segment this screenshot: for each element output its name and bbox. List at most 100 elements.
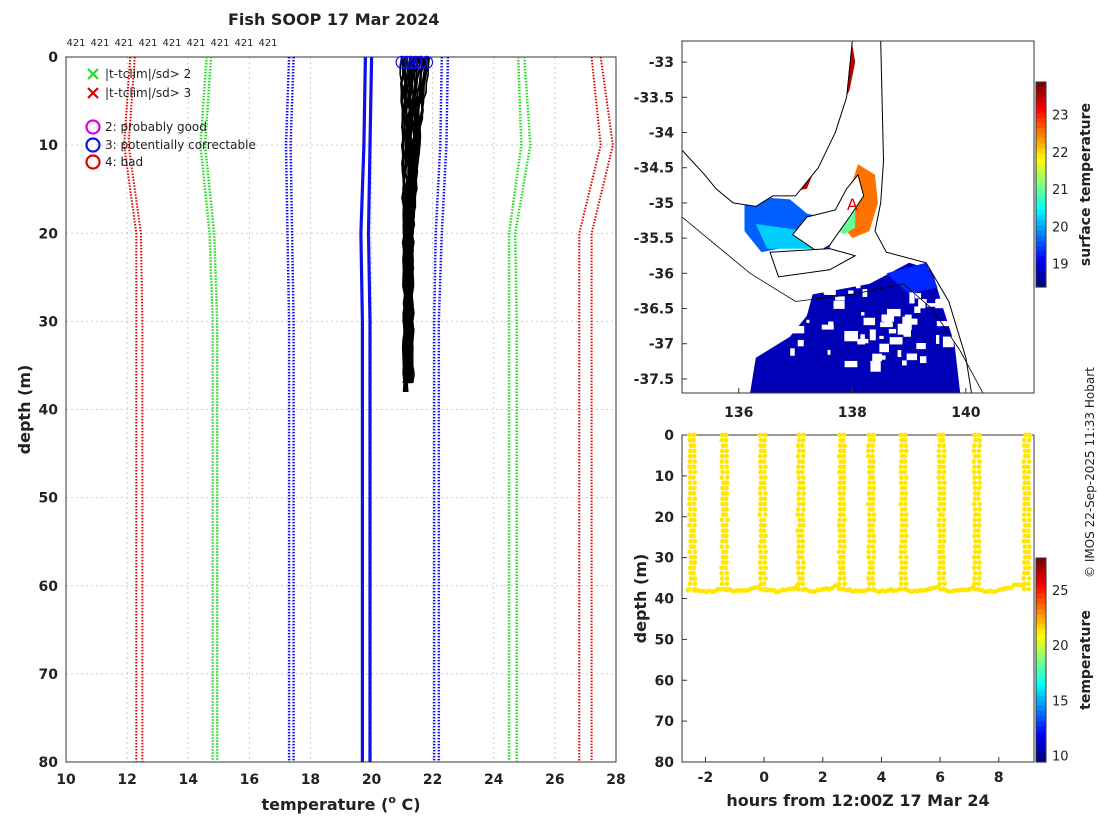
cast-dot bbox=[841, 469, 847, 475]
temp-colorbar-tick: 20 bbox=[1052, 639, 1069, 654]
cast-dot bbox=[976, 581, 981, 587]
cast-dot bbox=[941, 501, 947, 507]
cast-dot bbox=[1021, 485, 1027, 491]
cast-dot bbox=[867, 581, 872, 587]
cast-dot bbox=[941, 506, 947, 512]
cast-dot bbox=[899, 522, 905, 528]
climatology-line bbox=[366, 56, 374, 762]
cast-dot bbox=[1022, 448, 1028, 454]
cloud-mask bbox=[806, 319, 810, 323]
cast-dot bbox=[1025, 560, 1031, 565]
cast-dot bbox=[796, 448, 802, 454]
cast-dot bbox=[796, 565, 801, 571]
cast-dot bbox=[724, 453, 729, 459]
cast-dot bbox=[866, 544, 872, 549]
cast-dot bbox=[866, 522, 872, 528]
temp-colorbar-segment bbox=[1036, 670, 1046, 676]
sst-colorbar-segment bbox=[1036, 276, 1046, 283]
cloud-mask bbox=[821, 324, 834, 330]
temp-colorbar-segment bbox=[1036, 726, 1046, 732]
cast-dot bbox=[972, 432, 978, 438]
legend-circle-icon bbox=[85, 119, 101, 135]
cast-dot bbox=[1027, 432, 1032, 438]
cast-dot bbox=[761, 538, 767, 544]
cast-dot bbox=[687, 459, 693, 464]
cast-dot bbox=[866, 432, 872, 438]
cast-dot bbox=[1022, 491, 1028, 496]
cast-dot bbox=[867, 517, 873, 523]
cast-dot bbox=[797, 480, 802, 486]
cast-dot bbox=[841, 475, 847, 480]
cast-dot bbox=[976, 517, 982, 523]
cast-dot bbox=[870, 544, 876, 549]
cast-dot bbox=[763, 464, 768, 470]
count-label: 421 bbox=[138, 38, 157, 49]
x-tick-label: 28 bbox=[606, 772, 625, 788]
cast-dot bbox=[902, 549, 908, 555]
temp-colorbar-segment bbox=[1036, 705, 1046, 712]
cast-dot bbox=[800, 437, 806, 443]
cast-dot bbox=[800, 459, 806, 464]
cast-dot bbox=[761, 469, 767, 475]
cast-dot bbox=[972, 453, 978, 459]
cloud-mask bbox=[897, 323, 907, 335]
cast-dot bbox=[758, 464, 764, 470]
cast-dot bbox=[1026, 522, 1032, 528]
temp-colorbar-segment bbox=[1036, 639, 1046, 646]
cloud-mask bbox=[902, 316, 908, 325]
cast-dot bbox=[941, 485, 947, 491]
cast-dot bbox=[870, 576, 876, 581]
cast-dot bbox=[761, 459, 767, 464]
cast-dot bbox=[799, 469, 805, 475]
sst-colorbar-segment bbox=[1036, 194, 1046, 201]
cast-dot bbox=[937, 496, 942, 502]
cast-dot bbox=[972, 506, 978, 512]
cast-dot bbox=[725, 475, 730, 480]
cast-dot bbox=[800, 570, 805, 576]
cast-dot bbox=[720, 554, 726, 560]
cast-dot bbox=[866, 533, 872, 539]
cast-dot bbox=[757, 512, 763, 518]
cast-dot bbox=[692, 560, 698, 565]
cast-dot bbox=[687, 565, 693, 571]
cast-dot bbox=[796, 491, 801, 496]
count-label: 421 bbox=[234, 38, 253, 49]
cast-dot bbox=[795, 469, 801, 475]
cast-dot bbox=[837, 501, 843, 507]
cast-dot bbox=[871, 496, 876, 502]
cloud-mask bbox=[903, 329, 911, 337]
cast-dot bbox=[692, 554, 698, 560]
cast-dot bbox=[903, 581, 909, 587]
cast-dot bbox=[801, 485, 806, 491]
cast-dot bbox=[871, 432, 877, 438]
cloud-mask bbox=[942, 336, 954, 348]
cast-dot bbox=[687, 464, 692, 470]
cast-dot bbox=[758, 501, 763, 507]
cast-dot bbox=[720, 560, 726, 565]
cast-dot bbox=[837, 443, 843, 449]
cloud-mask bbox=[833, 300, 845, 309]
cast-dot bbox=[719, 437, 725, 443]
cast-dot bbox=[972, 485, 978, 491]
cast-dot bbox=[1026, 437, 1032, 443]
cast-dot bbox=[971, 459, 977, 464]
cast-dot bbox=[972, 544, 978, 549]
cast-dot bbox=[1022, 496, 1028, 502]
sst-colorbar-segment bbox=[1036, 123, 1046, 129]
cast-dot bbox=[902, 496, 908, 502]
cast-dot bbox=[692, 469, 698, 475]
cast-dot bbox=[941, 517, 947, 523]
cast-dot bbox=[866, 570, 872, 576]
temp-colorbar-segment bbox=[1036, 741, 1046, 748]
cloud-mask bbox=[844, 360, 858, 368]
cast-dot bbox=[898, 544, 904, 549]
cast-dot bbox=[838, 459, 844, 464]
cast-dot bbox=[1022, 475, 1027, 480]
cast-dot bbox=[800, 464, 806, 470]
y-tick-label: 10 bbox=[39, 138, 59, 154]
cast-dot bbox=[936, 517, 942, 523]
cast-dot bbox=[937, 480, 942, 486]
temp-colorbar-segment bbox=[1036, 685, 1046, 692]
legend-x-icon bbox=[87, 68, 99, 80]
cast-dot bbox=[903, 517, 909, 523]
